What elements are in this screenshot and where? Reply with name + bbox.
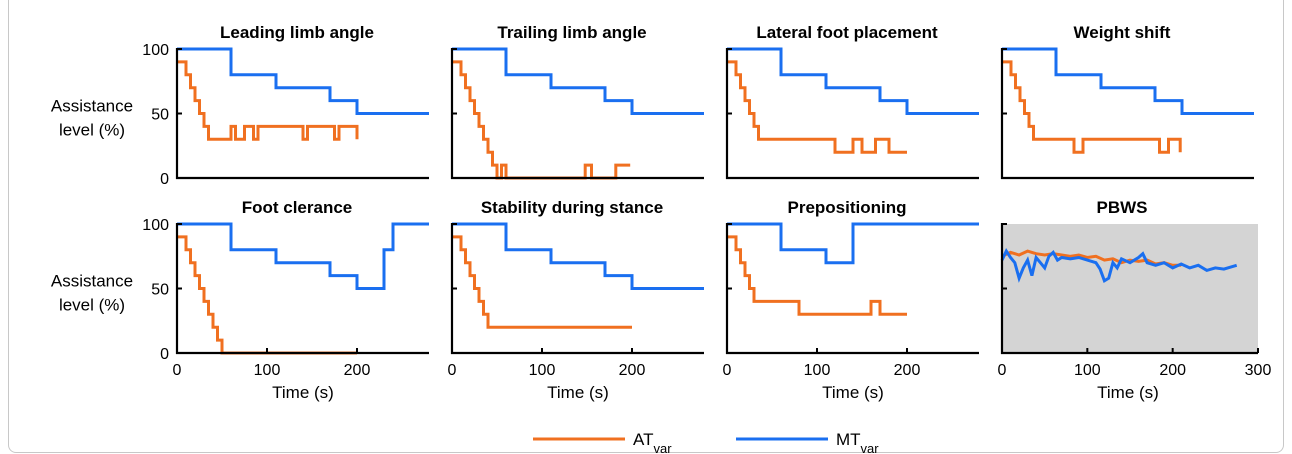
panel-6-series-mt [452, 222, 704, 290]
panel-3-series-at [727, 60, 907, 154]
panel-4-title: Weight shift [1074, 23, 1171, 42]
panel-6-series-at [452, 235, 632, 329]
panel-8-xtick-label: 0 [998, 362, 1007, 379]
panel-6-xtick-label: 100 [529, 362, 556, 379]
panel-5-ytick-label: 100 [142, 217, 169, 234]
panel-5-ylabel-line1: Assistance [51, 272, 133, 291]
panel-7-xlabel: Time (s) [822, 383, 884, 402]
panel-5-xtick-label: 200 [344, 362, 371, 379]
panel-1-series-mt [177, 47, 429, 115]
panel-7-xtick-label: 0 [723, 362, 732, 379]
panel-8-background [1002, 224, 1258, 353]
panel-8-xlabel: Time (s) [1097, 383, 1159, 402]
panel-2-series-mt [452, 47, 704, 115]
panel-7-xtick-label: 100 [804, 362, 831, 379]
panel-8-series-at [1001, 249, 1182, 267]
panel-5-xtick-label: 0 [173, 362, 182, 379]
panel-3-series-mt [727, 47, 979, 115]
panel-1-title: Leading limb angle [220, 23, 374, 42]
panel-5-ytick-label: 0 [160, 346, 169, 363]
panel-5-title: Foot clerance [242, 198, 353, 217]
panel-8-xtick-label: 100 [1074, 362, 1101, 379]
panel-5-xtick-label: 100 [254, 362, 281, 379]
panel-8-title: PBWS [1097, 198, 1148, 217]
panel-3-title: Lateral foot placement [756, 23, 938, 42]
panel-7-xtick-label: 200 [894, 362, 921, 379]
legend-label-at: ATvar [633, 430, 672, 454]
panel-2-title: Trailing limb angle [497, 23, 646, 42]
panel-5-xlabel: Time (s) [272, 383, 334, 402]
panel-6-title: Stability during stance [481, 198, 663, 217]
panel-1-ylabel-line1: Assistance [51, 97, 133, 116]
panel-5-ytick-label: 50 [151, 282, 169, 299]
panel-7-series-mt [727, 222, 979, 265]
panel-4-series-mt [1002, 47, 1254, 115]
panel-1-ylabel-line2: level (%) [59, 121, 125, 140]
panel-6-xlabel: Time (s) [547, 383, 609, 402]
panel-8-xtick-label: 300 [1245, 362, 1272, 379]
panel-1-ytick-label: 50 [151, 107, 169, 124]
panel-5-series-mt [177, 222, 429, 290]
panel-8-series-mt [1000, 248, 1238, 284]
panel-4-series-at [1002, 60, 1182, 154]
panel-1-ytick-label: 0 [160, 171, 169, 188]
panel-6-xtick-label: 200 [619, 362, 646, 379]
panel-7-series-at [727, 235, 907, 316]
legend-label-mt: MTvar [836, 430, 879, 454]
panel-8-xtick-label: 200 [1159, 362, 1186, 379]
panel-5-ylabel-line2: level (%) [59, 296, 125, 315]
figure-frame [8, 0, 1284, 453]
panel-7-title: Prepositioning [788, 198, 907, 217]
panel-2-series-at [452, 60, 631, 180]
panel-6-xtick-label: 0 [448, 362, 457, 379]
panel-5-series-at [177, 235, 357, 355]
panel-1-ytick-label: 100 [142, 42, 169, 59]
panel-1-series-at [177, 60, 359, 141]
